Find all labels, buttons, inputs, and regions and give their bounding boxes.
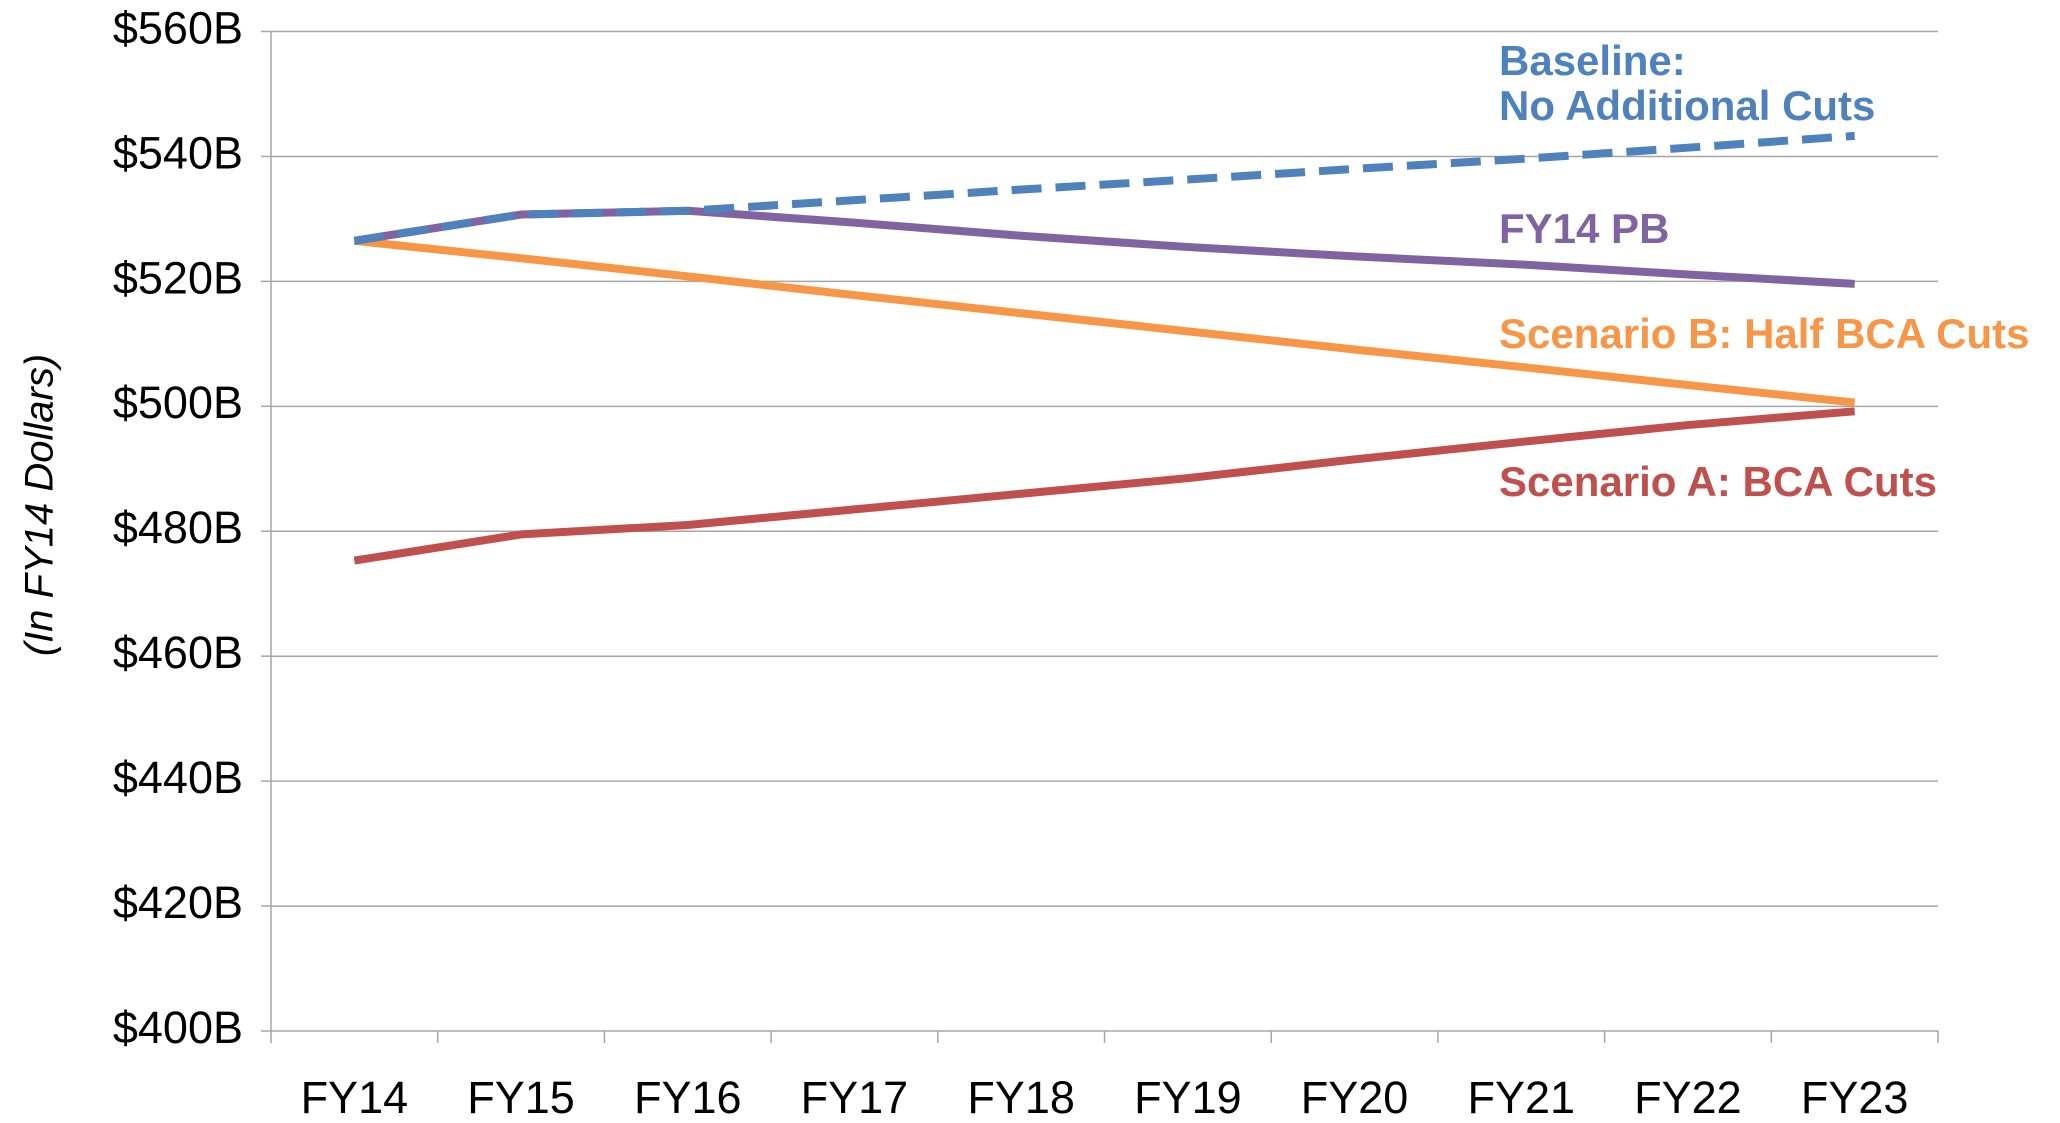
y-tick-label: $400B: [113, 1002, 243, 1053]
y-tick-label: $420B: [113, 877, 243, 928]
x-tick-label: FY22: [1634, 1072, 1742, 1123]
series-line: [353, 236, 1856, 407]
y-tick-label: $560B: [113, 2, 243, 53]
y-tick-label: $480B: [113, 502, 243, 553]
x-tick-label: FY18: [967, 1072, 1075, 1123]
x-tick-label: FY14: [301, 1072, 409, 1123]
series-line: [353, 206, 1855, 288]
x-tick-label: FY19: [1134, 1072, 1242, 1123]
series-label: Baseline: No Additional Cuts: [1499, 37, 1876, 129]
series-label: Scenario A: BCA Cuts: [1499, 458, 1937, 505]
series-label: FY14 PB: [1499, 205, 1670, 252]
series-line: [353, 131, 1855, 245]
x-tick-label: FY17: [801, 1072, 909, 1123]
x-tick-label: FY20: [1301, 1072, 1409, 1123]
x-tick-label: FY15: [467, 1072, 575, 1123]
y-tick-label: $540B: [113, 127, 243, 178]
x-tick-label: FY21: [1467, 1072, 1575, 1123]
series-line: [353, 407, 1855, 565]
x-tick-label: FY23: [1801, 1072, 1909, 1123]
y-tick-label: $500B: [113, 377, 243, 428]
y-tick-label: $520B: [113, 252, 243, 303]
x-tick-label: FY16: [634, 1072, 742, 1123]
y-tick-label: $460B: [113, 627, 243, 678]
series-label: Scenario B: Half BCA Cuts: [1499, 310, 2030, 357]
y-axis-label: (In FY14 Dollars): [18, 354, 62, 656]
y-tick-label: $440B: [113, 752, 243, 803]
